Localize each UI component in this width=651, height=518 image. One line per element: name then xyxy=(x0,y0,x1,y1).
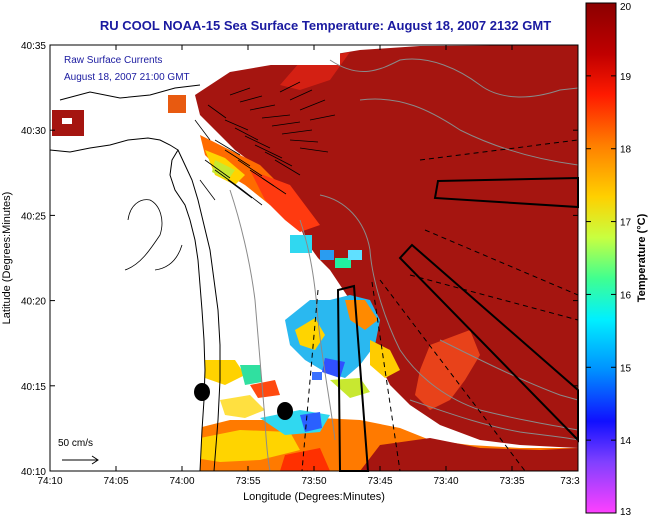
y-axis-label: Latitude (Degrees:Minutes) xyxy=(1,192,13,325)
colorbar xyxy=(585,2,617,514)
colorbar-tick-label: 18 xyxy=(620,145,632,156)
y-tick-label: 40:20 xyxy=(21,297,46,308)
x-tick-label: 73:3 xyxy=(560,476,580,487)
x-tick-label: 74:05 xyxy=(103,476,128,487)
colorbar-label: Temperature (°C) xyxy=(636,213,648,302)
surface-current-vectors xyxy=(194,81,336,206)
bathymetry-contours xyxy=(229,58,579,472)
colorbar-tick-label: 19 xyxy=(620,72,632,83)
x-tick-label: 73:35 xyxy=(499,476,524,487)
y-axis-ticks: 40:35 40:30 40:25 40:20 40:15 40:10 xyxy=(21,41,578,478)
x-axis-ticks: 74:10 74:05 74:00 73:55 73:50 73:45 73:40 73:35… xyxy=(37,45,580,487)
y-tick-label: 40:25 xyxy=(21,211,46,222)
station-marker xyxy=(194,383,210,401)
sst-field xyxy=(52,45,578,471)
colorbar-tick-label: 14 xyxy=(620,436,632,447)
x-tick-label: 73:50 xyxy=(301,476,326,487)
y-tick-label: 40:15 xyxy=(21,382,46,393)
x-tick-label: 74:10 xyxy=(37,476,62,487)
colorbar-tick-label: 15 xyxy=(620,363,632,374)
y-tick-label: 40:35 xyxy=(21,41,46,52)
x-tick-label: 74:00 xyxy=(169,476,194,487)
x-tick-label: 73:55 xyxy=(235,476,260,487)
station-marker xyxy=(277,402,293,420)
warm-water-region xyxy=(195,45,578,448)
scale-label: 50 cm/s xyxy=(58,438,93,449)
currents-overlay-line2: August 18, 2007 21:00 GMT xyxy=(64,72,190,83)
currents-overlay-line1: Raw Surface Currents xyxy=(64,55,162,66)
colorbar-tick-label: 17 xyxy=(620,218,632,229)
colorbar-tick-label: 13 xyxy=(620,507,632,518)
x-axis-label: Longitude (Degrees:Minutes) xyxy=(243,491,385,503)
colorbar-tick-label: 20 xyxy=(620,2,632,13)
warm-water-edge-orange xyxy=(415,330,480,410)
y-tick-label: 40:30 xyxy=(21,126,46,137)
x-tick-label: 73:40 xyxy=(433,476,458,487)
map-title: RU COOL NOAA-15 Sea Surface Temperature:… xyxy=(99,18,552,33)
colorbar-ticks: 20 19 18 17 16 15 14 13 xyxy=(586,2,632,518)
colorbar-tick-label: 16 xyxy=(620,290,632,301)
x-tick-label: 73:45 xyxy=(367,476,392,487)
y-tick-label: 40:10 xyxy=(21,467,46,478)
